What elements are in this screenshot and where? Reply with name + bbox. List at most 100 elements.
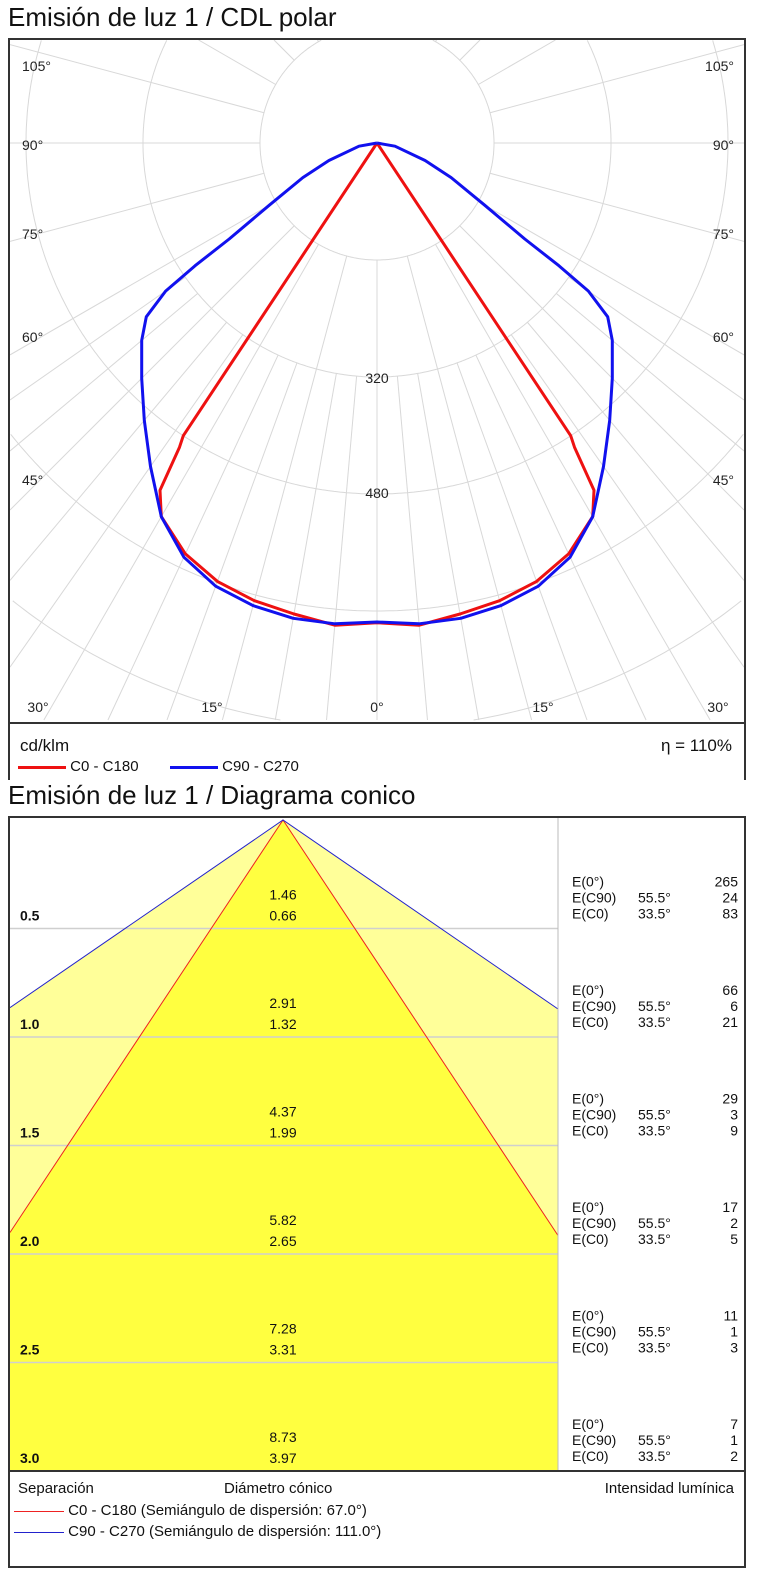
grid-ray (43, 244, 319, 721)
grid-ray (527, 321, 744, 581)
illuminance-label: E(C0) (572, 1340, 609, 1356)
illuminance-angle: 55.5° (638, 1432, 671, 1448)
ring-label: 320 (365, 370, 389, 386)
legend-c90: C90 - C270 (170, 758, 299, 775)
legend-label: C0 - C180 (Semiángulo de dispersión: 67.… (68, 1502, 367, 1519)
separation-label: 1.5 (20, 1125, 40, 1141)
separation-label: 0.5 (20, 908, 40, 924)
illuminance-label: E(0°) (572, 982, 604, 998)
illuminance-angle: 33.5° (638, 1340, 671, 1356)
illuminance-value-e-c0: 5 (730, 1231, 738, 1247)
diameter-c0: 3.97 (269, 1450, 296, 1466)
grid-ray (221, 255, 348, 721)
angle-label-bottom: 30° (707, 699, 728, 715)
grid-ray (10, 321, 227, 581)
grid-ring (259, 40, 495, 261)
angle-label-bottom: 15° (532, 699, 553, 715)
unit-label: cd/klm (20, 736, 70, 755)
illuminance-label: E(C90) (572, 1324, 616, 1340)
footer-separation: Separación (18, 1480, 94, 1497)
diameter-c0: 1.32 (269, 1016, 296, 1032)
angle-label-bottom: 30° (27, 699, 48, 715)
grid-ray (166, 362, 298, 721)
separation-label: 1.0 (20, 1016, 40, 1032)
legend-label: C90 - C270 (Semiángulo de dispersión: 11… (68, 1523, 382, 1540)
polar-grid (10, 40, 744, 721)
polar-divider (10, 722, 744, 724)
illuminance-label: E(C90) (572, 998, 616, 1014)
grid-ray (555, 293, 744, 452)
illuminance-label: E(0°) (572, 1416, 604, 1432)
grid-ray (459, 40, 481, 61)
grid-ray (568, 276, 744, 401)
illuminance-angle: 55.5° (638, 1107, 671, 1123)
angle-label-left: 90° (22, 137, 43, 153)
angle-label-right: 45° (713, 472, 734, 488)
grid-ray (456, 362, 588, 721)
illuminance-label: E(C90) (572, 1215, 616, 1231)
illuminance-angle: 33.5° (638, 1448, 671, 1464)
illuminance-label: E(C0) (572, 906, 609, 922)
footer-intensity: Intensidad lumínica (604, 1480, 734, 1497)
illuminance-value-e-c0: 3 (730, 1340, 738, 1356)
polar-chart-box: 105° 105° 90° 90° 75° 75° 60° 60° 45° 45° 30° 15° 0°… (8, 38, 746, 780)
grid-ray (198, 40, 276, 85)
footer-diameter: Diámetro cónico (224, 1480, 333, 1497)
illuminance-value-e-c0: 21 (722, 1014, 738, 1030)
angle-label-bottom: 0° (370, 699, 383, 715)
grid-ring (12, 600, 742, 721)
conic-title: Emisión de luz 1 / Diagrama conico (8, 780, 416, 810)
diameter-c0: 1.99 (269, 1125, 296, 1141)
grid-ray (10, 201, 276, 356)
illuminance-angle: 33.5° (638, 1231, 671, 1247)
grid-ray (273, 40, 295, 61)
illuminance-label: E(0°) (572, 874, 604, 890)
illuminance-value-e0: 17 (722, 1199, 738, 1215)
legend-swatch-blue (14, 1531, 64, 1533)
series-line-c90-c270 (140, 141, 614, 626)
illuminance-value-e0: 265 (715, 874, 739, 890)
grid-ray (478, 201, 744, 356)
grid-ray (510, 334, 744, 668)
cone-area (10, 819, 559, 1470)
angle-label-left: 75° (22, 226, 43, 242)
illuminance-value-e0: 29 (722, 1091, 738, 1107)
illuminance-value-e-c90: 1 (730, 1324, 738, 1340)
diameter-c90: 7.28 (269, 1321, 296, 1337)
c90-cone-line (10, 819, 559, 1010)
angle-label-left: 105° (22, 58, 51, 74)
grid-ray (10, 225, 295, 511)
angle-label-bottom: 15° (201, 699, 222, 715)
grid-ray (406, 255, 533, 721)
illuminance-angle: 55.5° (638, 1324, 671, 1340)
grid-ray (435, 40, 437, 42)
illuminance-label: E(0°) (572, 1199, 604, 1215)
separation-label: 2.0 (20, 1233, 40, 1249)
illuminance-value-e-c90: 6 (730, 998, 738, 1014)
illuminance-label: E(C90) (572, 890, 616, 906)
illuminance-label: E(C0) (572, 1014, 609, 1030)
illuminance-value-e-c0: 83 (722, 906, 738, 922)
illuminance-label: E(C0) (572, 1231, 609, 1247)
angle-label-right: 105° (705, 58, 734, 74)
angle-label-right: 90° (713, 137, 734, 153)
illuminance-label: E(0°) (572, 1091, 604, 1107)
illuminance-angle: 33.5° (638, 1123, 671, 1139)
conic-chart-box: 0.5 1.46 0.66 E(0°) 265 E(C90) 55.5° 24 E(C0) 33.… (8, 816, 746, 1568)
illuminance-value-e0: 66 (722, 982, 738, 998)
illuminance-angle: 33.5° (638, 1014, 671, 1030)
illuminance-value-e-c90: 2 (730, 1215, 738, 1231)
illuminance-label: E(C0) (572, 1123, 609, 1139)
conic-legend-c90: C90 - C270 (Semiángulo de dispersión: 11… (14, 1523, 381, 1540)
grid-ring (25, 40, 729, 495)
diameter-c90: 2.91 (269, 995, 296, 1011)
illuminance-angle: 55.5° (638, 890, 671, 906)
illuminance-angle: 55.5° (638, 998, 671, 1014)
diameter-c90: 4.37 (269, 1104, 296, 1120)
illuminance-value-e-c90: 1 (730, 1432, 738, 1448)
conic-divider (10, 1470, 744, 1472)
diameter-c0: 0.66 (269, 908, 296, 924)
grid-ray (274, 373, 337, 721)
grid-ray (10, 293, 199, 452)
efficiency-label: η = 110% (660, 736, 732, 755)
